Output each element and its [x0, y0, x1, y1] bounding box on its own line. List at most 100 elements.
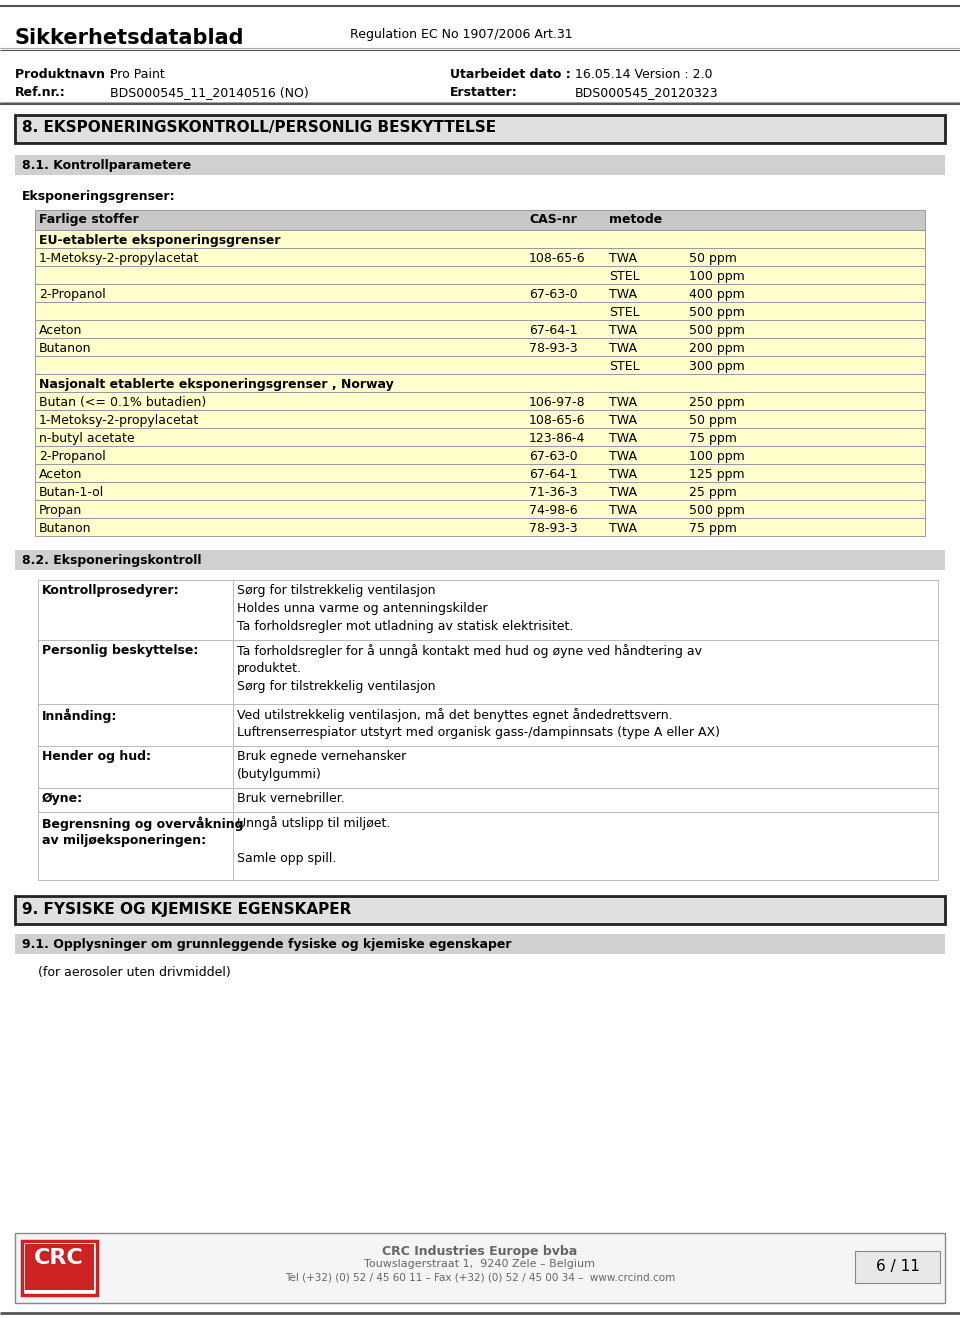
Text: Innånding:: Innånding: — [42, 708, 117, 722]
Text: TWA: TWA — [609, 289, 637, 301]
Text: 75 ppm: 75 ppm — [689, 432, 737, 445]
Text: CRC Industries Europe bvba: CRC Industries Europe bvba — [382, 1246, 578, 1257]
Text: CAS-nr: CAS-nr — [529, 214, 577, 225]
Text: 16.05.14 Version : 2.0: 16.05.14 Version : 2.0 — [575, 69, 712, 80]
Text: Hender og hud:: Hender og hud: — [42, 750, 151, 763]
Text: Butan (<= 0.1% butadien): Butan (<= 0.1% butadien) — [39, 395, 206, 409]
Bar — [35, 231, 925, 248]
Text: 74-98-6: 74-98-6 — [529, 503, 578, 517]
Bar — [25, 1244, 94, 1290]
Text: BDS000545_20120323: BDS000545_20120323 — [575, 86, 719, 99]
Text: Aceton: Aceton — [39, 324, 83, 337]
Text: Begrensning og overvåkning: Begrensning og overvåkning — [42, 816, 244, 830]
Text: Butanon: Butanon — [39, 522, 91, 535]
Text: TWA: TWA — [609, 449, 637, 463]
Text: av miljøeksponeringen:: av miljøeksponeringen: — [42, 834, 206, 847]
Text: Erstatter:: Erstatter: — [450, 86, 517, 99]
Text: Tel (+32) (0) 52 / 45 60 11 – Fax (+32) (0) 52 / 45 00 34 –  www.crcind.com: Tel (+32) (0) 52 / 45 60 11 – Fax (+32) … — [285, 1273, 675, 1282]
Bar — [38, 641, 233, 704]
Text: TWA: TWA — [609, 522, 637, 535]
Text: 100 ppm: 100 ppm — [689, 270, 745, 283]
Bar — [233, 746, 938, 788]
Bar — [233, 704, 938, 746]
Bar — [22, 1242, 97, 1296]
Text: 1-Metoksy-2-propylacetat: 1-Metoksy-2-propylacetat — [39, 252, 200, 265]
Bar — [38, 746, 233, 788]
Text: 9.1. Opplysninger om grunnleggende fysiske og kjemiske egenskaper: 9.1. Opplysninger om grunnleggende fysis… — [22, 938, 512, 952]
Text: Regulation EC No 1907/2006 Art.31: Regulation EC No 1907/2006 Art.31 — [350, 28, 572, 41]
Text: 8.1. Kontrollparametere: 8.1. Kontrollparametere — [22, 159, 191, 173]
Text: 200 ppm: 200 ppm — [689, 341, 745, 355]
Bar — [35, 320, 925, 337]
Bar — [15, 156, 945, 175]
Text: Ta forholdsregler for å unngå kontakt med hud og øyne ved håndtering av: Ta forholdsregler for å unngå kontakt me… — [237, 645, 702, 658]
Text: Produktnavn :: Produktnavn : — [15, 69, 114, 80]
Bar — [35, 518, 925, 536]
Text: TWA: TWA — [609, 324, 637, 337]
Bar — [38, 704, 233, 746]
Text: (for aerosoler uten drivmiddel): (for aerosoler uten drivmiddel) — [38, 966, 230, 979]
Text: n-butyl acetate: n-butyl acetate — [39, 432, 134, 445]
Text: produktet.: produktet. — [237, 662, 302, 675]
Text: TWA: TWA — [609, 395, 637, 409]
Text: 8.2. Eksponeringskontroll: 8.2. Eksponeringskontroll — [22, 554, 202, 567]
Text: 125 ppm: 125 ppm — [689, 468, 745, 481]
Text: Kontrollprosedyrer:: Kontrollprosedyrer: — [42, 584, 180, 597]
Text: TWA: TWA — [609, 468, 637, 481]
Text: 50 ppm: 50 ppm — [689, 414, 737, 427]
Text: 67-64-1: 67-64-1 — [529, 468, 578, 481]
Text: CRC: CRC — [35, 1248, 84, 1268]
Text: Øyne:: Øyne: — [42, 792, 84, 805]
Bar — [15, 550, 945, 569]
Text: Nasjonalt etablerte eksponeringsgrenser , Norway: Nasjonalt etablerte eksponeringsgrenser … — [39, 378, 394, 391]
Text: Eksponeringsgrenser:: Eksponeringsgrenser: — [22, 190, 176, 203]
Bar — [35, 500, 925, 518]
Bar — [855, 1251, 940, 1282]
Bar — [35, 428, 925, 445]
Text: Ta forholdsregler mot utladning av statisk elektrisitet.: Ta forholdsregler mot utladning av stati… — [237, 619, 573, 633]
Bar — [35, 464, 925, 482]
Text: 2-Propanol: 2-Propanol — [39, 449, 106, 463]
Text: 67-63-0: 67-63-0 — [529, 449, 578, 463]
Bar — [233, 812, 938, 880]
Text: Personlig beskyttelse:: Personlig beskyttelse: — [42, 645, 199, 656]
Bar — [35, 210, 925, 231]
Text: Ved utilstrekkelig ventilasjon, må det benyttes egnet åndedrettsvern.: Ved utilstrekkelig ventilasjon, må det b… — [237, 708, 673, 722]
Text: EU-etablerte eksponeringsgrenser: EU-etablerte eksponeringsgrenser — [39, 235, 280, 246]
Text: Sørg for tilstrekkelig ventilasjon: Sørg for tilstrekkelig ventilasjon — [237, 584, 436, 597]
Text: 78-93-3: 78-93-3 — [529, 522, 578, 535]
Text: Touwslagerstraat 1,  9240 Zele – Belgium: Touwslagerstraat 1, 9240 Zele – Belgium — [365, 1259, 595, 1269]
Text: (butylgummi): (butylgummi) — [237, 768, 322, 782]
Text: TWA: TWA — [609, 341, 637, 355]
Text: Sikkerhetsdatablad: Sikkerhetsdatablad — [15, 28, 245, 47]
Text: 108-65-6: 108-65-6 — [529, 414, 586, 427]
Text: 500 ppm: 500 ppm — [689, 503, 745, 517]
Bar — [15, 1234, 945, 1304]
Text: 67-63-0: 67-63-0 — [529, 289, 578, 301]
Bar — [38, 580, 233, 641]
Bar — [35, 374, 925, 391]
Text: 75 ppm: 75 ppm — [689, 522, 737, 535]
Text: Bruk vernebriller.: Bruk vernebriller. — [237, 792, 345, 805]
Text: TWA: TWA — [609, 486, 637, 500]
Bar — [35, 302, 925, 320]
Text: 78-93-3: 78-93-3 — [529, 341, 578, 355]
Bar — [233, 788, 938, 812]
Text: Luftrenserrespiator utstyrt med organisk gass-/dampinnsats (type A eller AX): Luftrenserrespiator utstyrt med organisk… — [237, 726, 720, 739]
Text: Pro Paint: Pro Paint — [110, 69, 165, 80]
Text: Ref.nr.:: Ref.nr.: — [15, 86, 65, 99]
Bar — [35, 356, 925, 374]
Text: 25 ppm: 25 ppm — [689, 486, 736, 500]
Text: Bruk egnede vernehansker: Bruk egnede vernehansker — [237, 750, 406, 763]
Text: 500 ppm: 500 ppm — [689, 324, 745, 337]
Text: 8. EKSPONERINGSKONTROLL/PERSONLIG BESKYTTELSE: 8. EKSPONERINGSKONTROLL/PERSONLIG BESKYT… — [22, 120, 496, 134]
Text: Utarbeidet dato :: Utarbeidet dato : — [450, 69, 571, 80]
Text: STEL: STEL — [609, 270, 639, 283]
Text: TWA: TWA — [609, 414, 637, 427]
Text: 50 ppm: 50 ppm — [689, 252, 737, 265]
Text: 123-86-4: 123-86-4 — [529, 432, 586, 445]
Bar — [35, 410, 925, 428]
Bar — [35, 482, 925, 500]
Bar — [35, 283, 925, 302]
Text: Butanon: Butanon — [39, 341, 91, 355]
